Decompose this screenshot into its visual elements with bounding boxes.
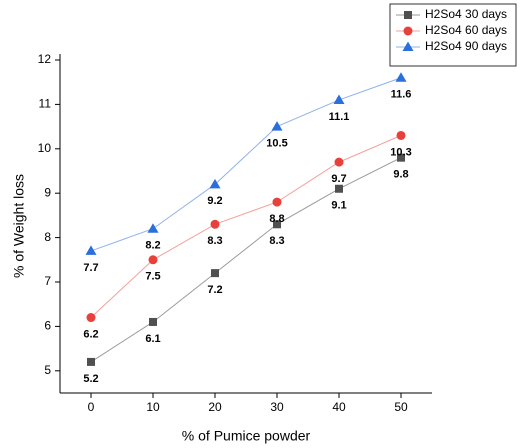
y-tick-label: 6	[44, 319, 51, 333]
marker	[210, 219, 220, 229]
data-label: 9.7	[331, 173, 346, 185]
data-label: 10.5	[266, 138, 287, 150]
data-label: 6.2	[83, 328, 98, 340]
data-label: 7.7	[83, 262, 98, 274]
y-tick-label: 8	[44, 230, 51, 244]
series-line	[90, 77, 402, 252]
marker	[273, 220, 281, 229]
x-tick-label: 0	[88, 400, 95, 414]
x-tick-label: 10	[146, 400, 160, 414]
data-label: 11.1	[329, 111, 350, 123]
series-line	[90, 157, 402, 363]
marker	[86, 313, 96, 323]
x-tick-label: 20	[208, 400, 222, 414]
marker	[147, 223, 159, 233]
data-label: 8.3	[269, 235, 284, 247]
y-tick-label: 9	[44, 185, 51, 199]
data-label: 9.2	[207, 195, 222, 207]
legend-label: H2So4 60 days	[425, 23, 507, 37]
marker	[333, 94, 345, 104]
y-tick-label: 12	[38, 52, 52, 66]
y-tick-label: 7	[44, 274, 51, 288]
series-line	[90, 135, 402, 318]
y-tick-label: 11	[39, 97, 52, 111]
data-label: 9.8	[393, 169, 408, 181]
data-label: 8.2	[145, 240, 160, 252]
x-axis-title: % of Pumice powder	[182, 428, 311, 444]
legend-label: H2So4 30 days	[425, 7, 507, 21]
legend-marker	[404, 11, 412, 19]
y-axis-title: % of Weight loss	[11, 174, 27, 278]
marker	[211, 269, 219, 278]
legend-marker	[402, 41, 414, 51]
marker	[271, 121, 283, 131]
x-tick-label: 30	[270, 400, 284, 414]
data-label: 11.6	[391, 89, 412, 101]
data-label: 7.2	[207, 284, 222, 296]
data-label: 6.1	[145, 333, 160, 345]
data-label: 10.3	[390, 146, 411, 158]
data-label: 5.2	[83, 373, 98, 385]
marker	[397, 153, 405, 162]
data-label: 9.1	[331, 200, 346, 212]
x-tick-label: 50	[394, 400, 408, 414]
legend-label: H2So4 90 days	[425, 39, 507, 53]
marker	[272, 197, 282, 207]
y-tick-label: 10	[38, 141, 52, 155]
y-tick-label: 5	[44, 363, 51, 377]
marker	[87, 357, 95, 366]
marker	[334, 157, 344, 167]
marker	[85, 245, 97, 255]
marker	[396, 130, 406, 140]
marker	[209, 178, 221, 189]
marker	[149, 317, 157, 326]
legend-marker	[403, 26, 413, 36]
data-label: 8.3	[207, 235, 222, 247]
x-tick-label: 40	[332, 400, 346, 414]
marker	[148, 255, 158, 265]
marker	[395, 72, 407, 82]
data-label: 8.8	[269, 213, 284, 225]
data-label: 7.5	[145, 271, 160, 283]
marker	[335, 184, 343, 193]
